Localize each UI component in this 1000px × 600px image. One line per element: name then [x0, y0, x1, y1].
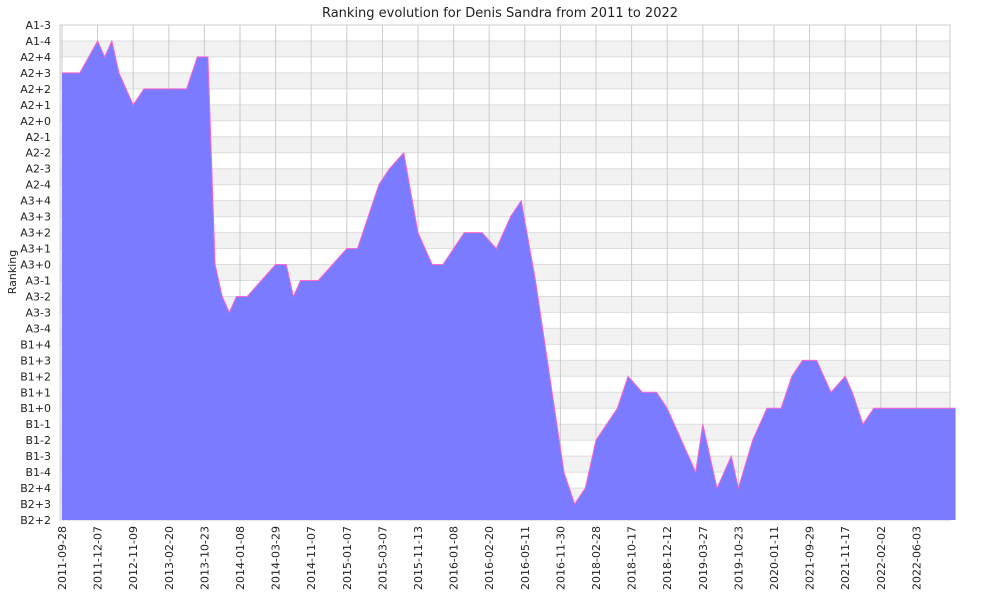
x-tick-label: 2014-01-08 [234, 526, 247, 590]
x-tick-label: 2013-02-20 [163, 526, 176, 590]
band [60, 88, 950, 105]
y-axis-tick-labels: A1-3 A1-4 A2+4 A2+3 A2+2 A2+1 A2+0 A2-1 A2-2 A2-3… [20, 19, 51, 527]
y-tick-label: A3-4 [26, 322, 52, 335]
y-tick-label: A2-3 [26, 163, 52, 176]
x-tick-label: 2015-03-07 [376, 526, 389, 590]
y-tick-label: B2+3 [20, 498, 51, 511]
y-tick-label: A2-2 [26, 147, 52, 160]
x-tick-label: 2022-06-03 [910, 526, 923, 590]
y-tick-label: A2+2 [20, 83, 51, 96]
band [60, 168, 950, 185]
y-tick-label: A3+4 [20, 195, 51, 208]
y-tick-label: A3+1 [20, 243, 51, 256]
x-tick-label: 2020-01-11 [768, 526, 781, 590]
band [60, 200, 950, 217]
x-tick-label: 2016-11-30 [554, 526, 567, 590]
x-tick-label: 2018-10-17 [626, 526, 639, 590]
x-tick-label: 2016-01-08 [448, 526, 461, 590]
y-tick-label: B1-2 [25, 434, 51, 447]
band [60, 56, 950, 73]
y-tick-label: A1-3 [26, 19, 52, 32]
x-tick-label: 2018-12-12 [661, 526, 674, 590]
y-tick-label: A3-2 [26, 290, 52, 303]
y-tick-label: A2-1 [26, 131, 52, 144]
x-tick-label: 2021-09-29 [804, 526, 817, 590]
x-tick-label: 2022-02-02 [875, 526, 888, 590]
y-tick-label: A3+2 [20, 227, 51, 240]
y-tick-label: A2-4 [26, 179, 52, 192]
band [60, 40, 950, 57]
x-tick-label: 2015-11-13 [412, 526, 425, 590]
y-tick-label: B1+2 [20, 370, 51, 383]
x-axis-tick-labels: 2011-09-28 2011-12-07 2012-11-09 2013-02-20… [56, 526, 923, 590]
y-tick-label: A3+3 [20, 211, 51, 224]
y-tick-label: B1+0 [20, 402, 51, 415]
band [60, 25, 950, 41]
y-tick-label: B1+3 [20, 354, 51, 367]
x-tick-label: 2011-12-07 [92, 526, 105, 590]
x-tick-label: 2018-02-28 [590, 526, 603, 590]
series-line [62, 39, 956, 506]
y-tick-label: A2+4 [20, 51, 51, 64]
y-tick-label: A2+3 [20, 67, 51, 80]
y-tick-label: B2+2 [20, 514, 51, 527]
y-tick-label: A3-3 [26, 306, 52, 319]
x-tick-label: 2012-11-09 [127, 526, 140, 590]
band [60, 72, 950, 89]
y-tick-label: B2+4 [20, 482, 51, 495]
x-tick-label: 2016-05-11 [519, 526, 532, 590]
band [60, 104, 950, 121]
x-tick-label: 2011-09-28 [56, 526, 69, 590]
y-tick-label: A2+1 [20, 99, 51, 112]
x-tick-label: 2019-10-23 [732, 526, 745, 590]
y-tick-label: B1-3 [25, 450, 51, 463]
series-area [62, 39, 956, 520]
x-tick-label: 2016-02-20 [483, 526, 496, 590]
x-tick-label: 2014-11-07 [305, 526, 318, 590]
band [60, 184, 950, 201]
y-tick-label: B1-1 [25, 418, 51, 431]
chart-title: Ranking evolution for Denis Sandra from … [322, 6, 678, 21]
y-tick-label: A3+0 [20, 259, 51, 272]
y-tick-label: B1+4 [20, 338, 51, 351]
y-tick-label: A3-1 [26, 274, 52, 287]
x-tick-label: 2021-11-17 [839, 526, 852, 590]
band [60, 152, 950, 169]
series-fill [62, 40, 956, 520]
y-tick-label: A1-4 [26, 35, 52, 48]
y-tick-label: B1+1 [20, 386, 51, 399]
band [60, 120, 950, 137]
y-tick-label: B1-4 [25, 466, 51, 479]
x-tick-label: 2019-03-27 [697, 526, 710, 590]
x-tick-label: 2015-01-07 [341, 526, 354, 590]
y-axis-label: Ranking [6, 250, 19, 295]
x-tick-label: 2014-03-29 [270, 526, 283, 590]
band [60, 136, 950, 153]
y-tick-label: A2+0 [20, 115, 51, 128]
x-tick-label: 2013-10-23 [198, 526, 211, 590]
band [60, 216, 950, 233]
